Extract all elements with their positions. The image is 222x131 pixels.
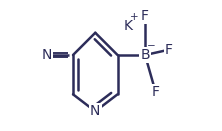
- Text: −: −: [147, 41, 156, 51]
- Text: N: N: [42, 48, 52, 62]
- Text: F: F: [165, 43, 173, 57]
- Text: K: K: [123, 19, 133, 33]
- Text: +: +: [130, 12, 139, 22]
- Text: B: B: [140, 48, 150, 62]
- Text: F: F: [141, 9, 149, 23]
- Text: N: N: [90, 104, 101, 118]
- Text: F: F: [152, 85, 160, 99]
